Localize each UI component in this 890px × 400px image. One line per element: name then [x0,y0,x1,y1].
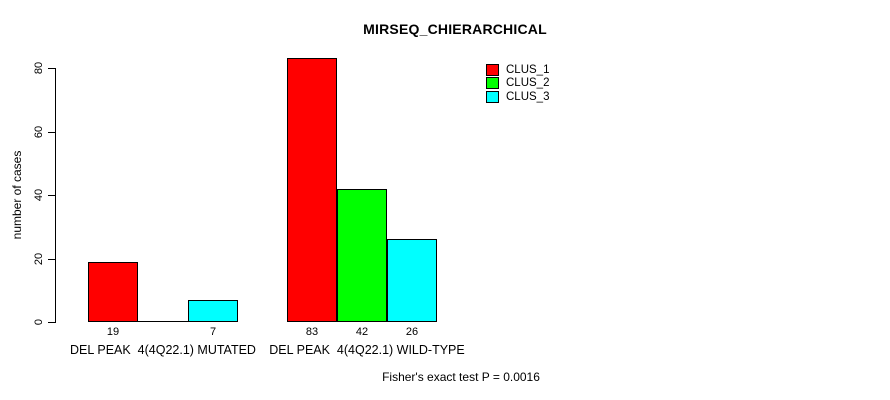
y-tick-mark [48,132,55,133]
bar-CLUS_2-group2 [337,189,387,322]
bar-CLUS_2-group1-zero [138,321,188,322]
bar-value-label: 42 [355,326,369,338]
y-tick-label: 80 [33,61,45,75]
bar-CLUS_3-group2 [387,239,437,322]
legend-item-clus1: CLUS_1 [486,63,549,77]
chart-title: MIRSEQ_CHIERARCHICAL [363,21,547,37]
y-tick-label: 20 [33,252,45,266]
legend-swatch-clus2 [486,77,499,90]
legend-label-clus1: CLUS_1 [506,63,550,76]
legend-label-clus3: CLUS_3 [506,90,550,103]
fisher-test-annotation: Fisher's exact test P = 0.0016 [382,370,540,384]
y-tick-mark [48,322,55,323]
y-axis-label: number of cases [10,150,24,240]
bar-CLUS_1-group1 [88,262,138,322]
y-axis-line [55,68,56,323]
legend: CLUS_1 CLUS_2 CLUS_3 [486,63,549,104]
legend-label-clus2: CLUS_2 [506,77,550,90]
y-tick-mark [48,68,55,69]
bar-value-label: 26 [405,326,419,338]
bar-value-label: 19 [106,326,120,338]
legend-item-clus2: CLUS_2 [486,77,549,91]
x-axis-group-label-wildtype: DEL PEAK 4(4Q22.1) WILD-TYPE [269,343,465,357]
y-tick-mark [48,259,55,260]
bar-value-label: 7 [209,326,217,338]
y-tick-label: 0 [33,318,45,326]
bar-CLUS_1-group2 [287,58,337,322]
legend-item-clus3: CLUS_3 [486,90,549,104]
y-tick-label: 60 [33,125,45,139]
y-tick-label: 40 [33,188,45,202]
bar-value-label: 83 [305,326,319,338]
bar-CLUS_3-group1 [188,300,238,322]
x-axis-group-label-mutated: DEL PEAK 4(4Q22.1) MUTATED [70,343,256,357]
legend-swatch-clus3 [486,90,499,103]
legend-swatch-clus1 [486,63,499,76]
y-tick-mark [48,195,55,196]
